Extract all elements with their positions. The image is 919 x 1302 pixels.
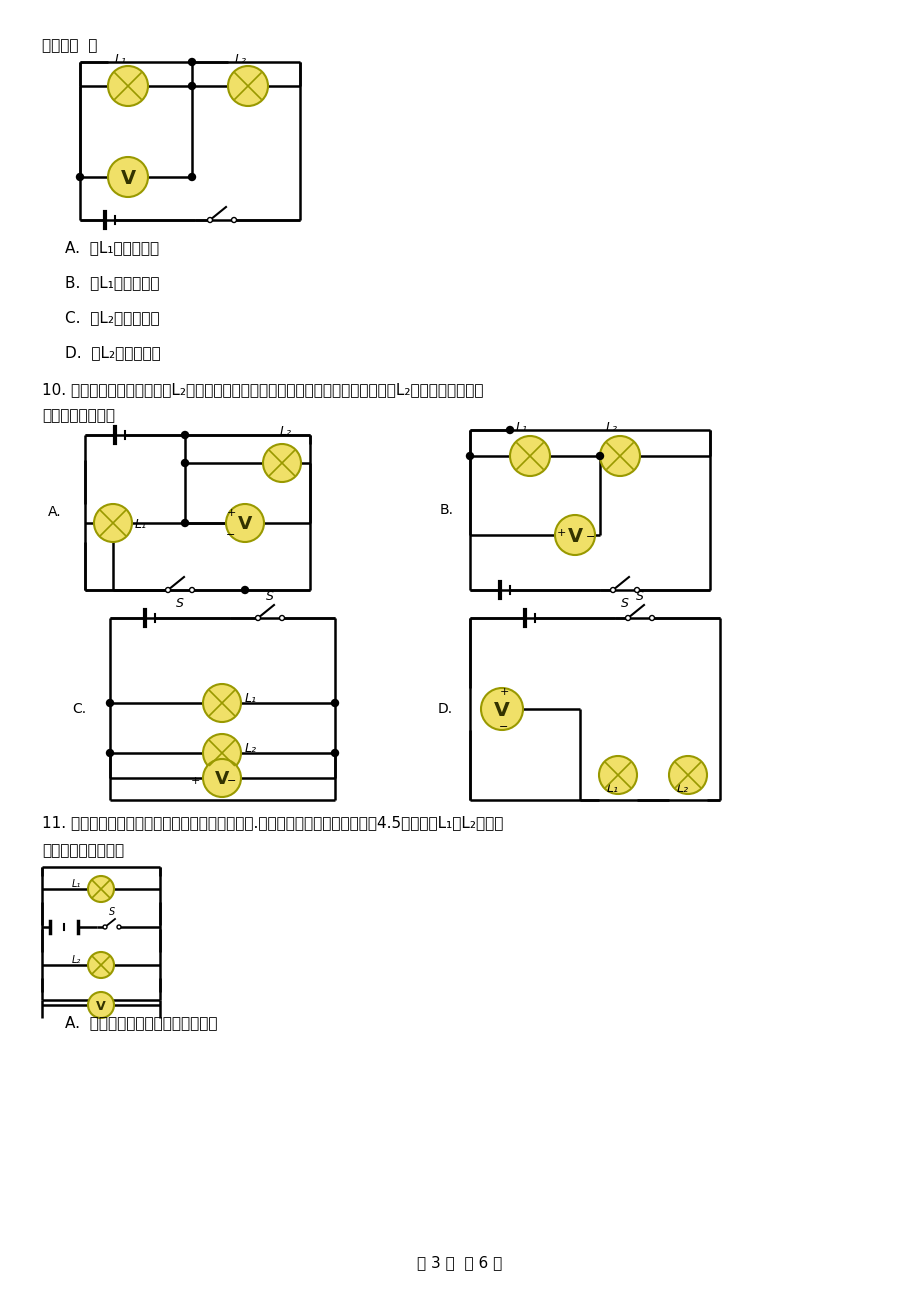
- Text: C.  灯L₂的灯丝断了: C. 灯L₂的灯丝断了: [65, 310, 160, 326]
- Text: L₁: L₁: [516, 421, 528, 434]
- Text: 10. 要用电压表直接测定灯泡L₂的电压，在下列几种电路中正确的是要直接测定灯泡L₂的电压，在下列几: 10. 要用电压表直接测定灯泡L₂的电压，在下列几种电路中正确的是要直接测定灯泡…: [42, 381, 483, 397]
- Circle shape: [279, 616, 284, 621]
- Text: 第 3 页  共 6 页: 第 3 页 共 6 页: [417, 1255, 502, 1271]
- Circle shape: [649, 616, 653, 621]
- Text: +: +: [499, 687, 508, 697]
- Circle shape: [596, 453, 603, 460]
- Text: V: V: [237, 516, 252, 533]
- Circle shape: [165, 587, 170, 592]
- Text: V: V: [120, 168, 135, 187]
- Circle shape: [181, 519, 188, 526]
- Circle shape: [331, 750, 338, 756]
- Circle shape: [226, 504, 264, 542]
- Text: +: +: [226, 508, 235, 518]
- Circle shape: [181, 431, 188, 439]
- Text: +: +: [190, 776, 199, 786]
- Circle shape: [117, 924, 121, 930]
- Text: −: −: [585, 533, 595, 542]
- Circle shape: [509, 436, 550, 477]
- Text: L₂: L₂: [279, 424, 291, 437]
- Text: −: −: [499, 723, 508, 732]
- Text: L₂: L₂: [234, 53, 246, 66]
- Text: L₂: L₂: [606, 421, 618, 434]
- Text: S: S: [176, 598, 184, 611]
- Text: D.: D.: [437, 702, 453, 716]
- Circle shape: [506, 427, 513, 434]
- Circle shape: [181, 460, 188, 466]
- Circle shape: [189, 587, 194, 592]
- Text: 可能是（  ）: 可能是（ ）: [42, 38, 97, 53]
- Circle shape: [634, 587, 639, 592]
- Circle shape: [203, 734, 241, 772]
- Text: S: S: [108, 907, 115, 917]
- Text: L₂: L₂: [244, 742, 256, 754]
- Circle shape: [103, 924, 107, 930]
- Circle shape: [263, 444, 301, 482]
- Circle shape: [108, 158, 148, 197]
- Circle shape: [208, 217, 212, 223]
- Text: L₁: L₁: [607, 783, 618, 796]
- Circle shape: [203, 759, 241, 797]
- Circle shape: [232, 217, 236, 223]
- Text: C.: C.: [72, 702, 86, 716]
- Text: L₁: L₁: [115, 53, 127, 66]
- Circle shape: [481, 687, 522, 730]
- Circle shape: [331, 699, 338, 707]
- Circle shape: [203, 684, 241, 723]
- Text: V: V: [214, 769, 229, 788]
- Text: V: V: [96, 1000, 106, 1013]
- Text: A.  灯L₁的灯丝断了: A. 灯L₁的灯丝断了: [65, 240, 159, 255]
- Text: S: S: [266, 590, 274, 603]
- Text: B.  灯L₁灯座中短路: B. 灯L₁灯座中短路: [65, 275, 159, 290]
- Circle shape: [107, 750, 113, 756]
- Circle shape: [88, 876, 114, 902]
- Text: 种电路中正确的是: 种电路中正确的是: [42, 408, 115, 423]
- Text: L₁: L₁: [72, 879, 81, 889]
- Circle shape: [88, 992, 114, 1018]
- Text: L₁: L₁: [135, 518, 147, 531]
- Text: S: S: [635, 590, 643, 603]
- Circle shape: [107, 699, 113, 707]
- Text: +: +: [556, 529, 565, 538]
- Text: V: V: [567, 526, 582, 546]
- Circle shape: [88, 952, 114, 978]
- Circle shape: [76, 173, 84, 181]
- Circle shape: [466, 453, 473, 460]
- Text: −: −: [226, 530, 235, 540]
- Text: A.  电源是由三节干电池串联组成的: A. 电源是由三节干电池串联组成的: [65, 1016, 217, 1030]
- Text: L₂: L₂: [676, 783, 688, 796]
- Circle shape: [241, 586, 248, 594]
- Text: L₂: L₂: [72, 954, 81, 965]
- Circle shape: [554, 516, 595, 555]
- Text: S: S: [620, 598, 629, 611]
- Circle shape: [255, 616, 260, 621]
- Text: −: −: [227, 776, 236, 786]
- Circle shape: [108, 66, 148, 105]
- Text: B.: B.: [439, 503, 453, 517]
- Circle shape: [668, 756, 706, 794]
- Circle shape: [598, 756, 636, 794]
- Circle shape: [610, 587, 615, 592]
- Text: 下列分析不正确的是: 下列分析不正确的是: [42, 842, 124, 858]
- Circle shape: [94, 504, 131, 542]
- Circle shape: [599, 436, 640, 477]
- Circle shape: [188, 173, 196, 181]
- Circle shape: [188, 59, 196, 65]
- Circle shape: [228, 66, 267, 105]
- Circle shape: [625, 616, 630, 621]
- Text: L₁: L₁: [244, 691, 256, 704]
- Circle shape: [188, 82, 196, 90]
- Text: 11. 在如图所示的电路中，电源由干电池串联组成.闭合开关后，电压表的读数为4.5ｖ，灯泡L₁比L₂亮些，: 11. 在如图所示的电路中，电源由干电池串联组成.闭合开关后，电压表的读数为4.…: [42, 815, 503, 829]
- Text: V: V: [494, 700, 509, 720]
- Text: A.: A.: [48, 505, 62, 519]
- Text: D.  灯L₂灯座中短路: D. 灯L₂灯座中短路: [65, 345, 161, 359]
